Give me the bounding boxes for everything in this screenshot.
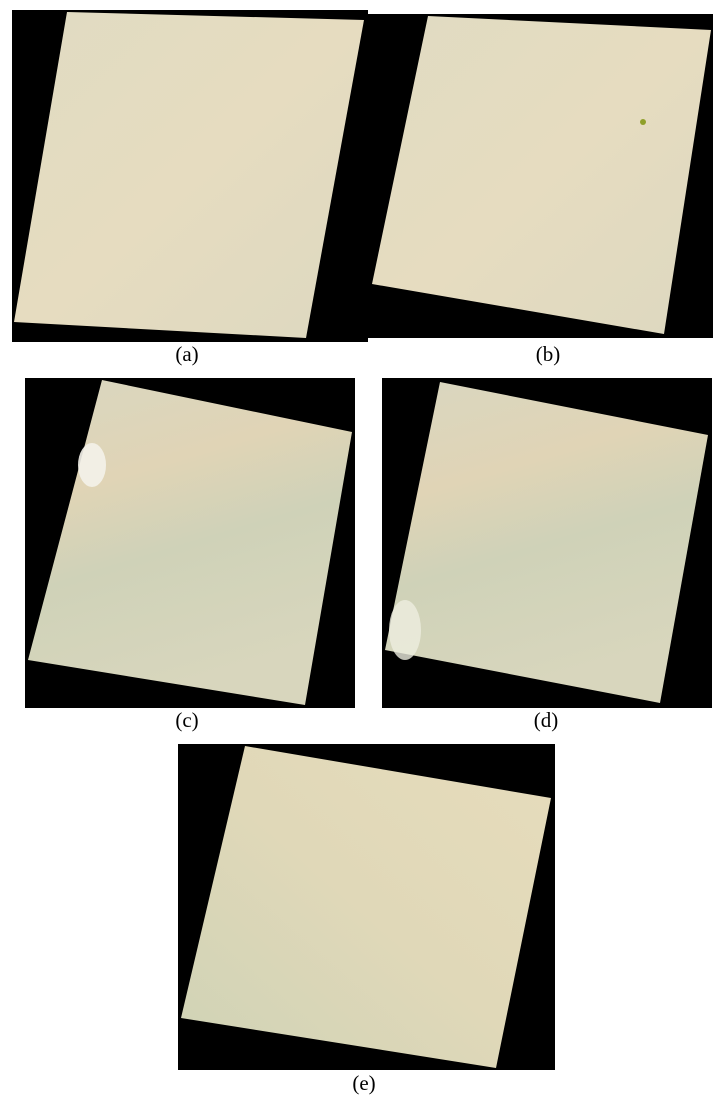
panel-label: (a) xyxy=(175,342,198,366)
panel-b xyxy=(368,14,713,338)
panel-label: (d) xyxy=(534,708,559,732)
panel-label: (e) xyxy=(352,1071,375,1095)
panel-c xyxy=(25,378,355,708)
panel-label: (c) xyxy=(175,708,198,732)
panel-a xyxy=(12,10,368,342)
panel-d xyxy=(382,378,712,708)
panel-e xyxy=(178,744,555,1070)
figure: (a) (b) (c) (d) (e) xyxy=(0,0,713,1100)
panel-label: (b) xyxy=(536,342,561,366)
